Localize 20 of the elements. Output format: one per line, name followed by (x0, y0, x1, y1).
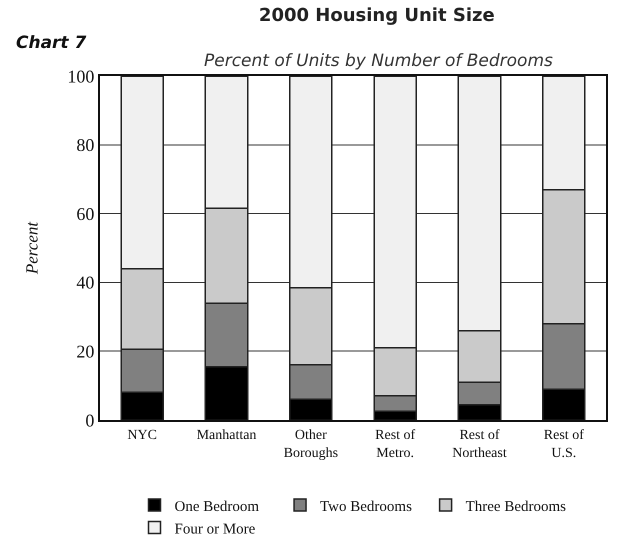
x-tick-label: Other Boroughs (284, 428, 338, 461)
x-tick-label: Manhattan (196, 428, 256, 443)
legend-label: Three Bedrooms (466, 498, 566, 515)
y-tick-label: 20 (76, 342, 94, 362)
x-tick-label: Rest of U.S. (544, 428, 584, 461)
x-tick-label: Rest of Metro. (375, 428, 416, 461)
chart-subtitle: Percent of Units by Number of Bedrooms (204, 51, 554, 71)
chart-title: 2000 Housing Unit Size (258, 4, 495, 26)
y-tick-label: 60 (76, 204, 94, 224)
legend-label: Two Bedrooms (320, 498, 412, 515)
y-tick-label: 0 (85, 410, 94, 430)
legend-label: One Bedroom (174, 498, 260, 515)
y-tick-label: 40 (76, 272, 94, 293)
y-axis-title: Percent (22, 220, 42, 276)
x-tick-label: Rest of Northeast (452, 428, 507, 461)
legend-label: Four or More (174, 521, 256, 538)
x-tick-label: NYC (127, 428, 157, 443)
caption: Chart 7 (16, 33, 86, 53)
y-tick-label: 80 (76, 135, 94, 156)
y-tick-label: 100 (67, 66, 94, 86)
